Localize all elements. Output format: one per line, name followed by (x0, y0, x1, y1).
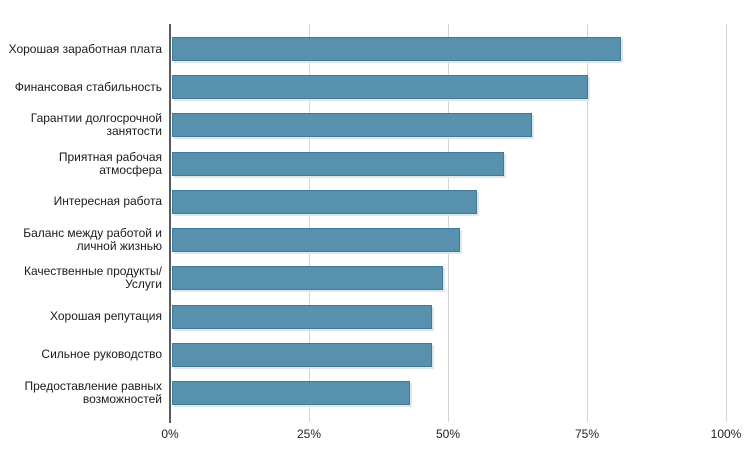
x-tick-label: 25% (296, 427, 322, 441)
x-tick-label: 50% (435, 427, 461, 441)
gridline-100 (726, 24, 727, 422)
gridline-50 (448, 24, 449, 422)
x-axis: 0% 25% 50% 75% 100% (161, 427, 741, 443)
bar (172, 151, 505, 176)
category-label: Хорошая репутация (50, 309, 162, 324)
bar (172, 37, 621, 61)
category-label: Баланс между работой и личной жизнью (23, 226, 162, 254)
bar (172, 342, 433, 367)
x-tick-label: 100% (710, 427, 742, 441)
category-label: Качественные продукты/Услуги (23, 264, 162, 292)
bar (172, 113, 533, 138)
category-label: Сильное руководство (41, 347, 162, 362)
bar (172, 228, 461, 253)
category-label: Приятная рабочая атмосфера (58, 149, 162, 177)
category-label: Предоставление равных возможностей (24, 378, 162, 406)
category-label: Финансовая стабильность (14, 79, 162, 94)
category-label: Хорошая заработная плата (8, 41, 162, 56)
x-tick-label: 75% (574, 427, 600, 441)
bar (172, 304, 433, 329)
bar (172, 75, 588, 100)
bar (172, 380, 411, 405)
category-label: Гарантии долгосрочной занятости (30, 111, 162, 139)
x-tick-label: 0% (161, 427, 179, 441)
plot-area (170, 24, 727, 422)
category-label: Интересная работа (53, 194, 162, 209)
gridline-25 (309, 24, 310, 422)
bar (172, 266, 444, 291)
gridline-75 (587, 24, 588, 422)
bars-container (172, 37, 726, 405)
y-axis-line (169, 24, 171, 423)
bar (172, 189, 477, 214)
category-axis: Хорошая заработная плата Финансовая стаби… (0, 24, 162, 418)
